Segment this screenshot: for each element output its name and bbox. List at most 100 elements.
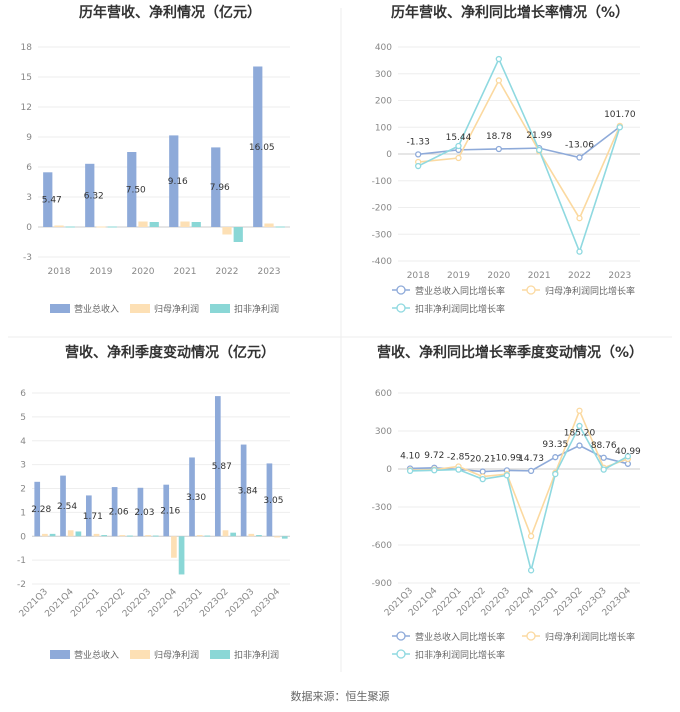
legend-label: 营业总收入 xyxy=(74,303,119,315)
bar-deducted-profit xyxy=(204,535,211,537)
y-tick-label: -600 xyxy=(372,541,393,551)
bar-net-profit xyxy=(180,221,190,227)
y-tick-label: 12 xyxy=(21,103,32,113)
data-label: 40.99 xyxy=(615,447,641,457)
bar-net-profit xyxy=(93,533,100,537)
data-label: 93.35 xyxy=(542,440,568,450)
legend-label: 扣非净利润同比增长率 xyxy=(415,303,505,315)
y-tick-label: 9 xyxy=(26,133,32,143)
bar-net-profit xyxy=(222,227,232,235)
series-point xyxy=(576,407,583,414)
series-point xyxy=(406,467,414,475)
series-point xyxy=(600,466,607,473)
legend-swatch xyxy=(130,304,150,313)
y-tick-label: 0 xyxy=(386,465,392,475)
series-point xyxy=(576,215,583,222)
series-point xyxy=(455,154,462,162)
legend-label: 营业总收入同比增长率 xyxy=(415,285,505,297)
data-label: 14.73 xyxy=(518,454,544,464)
y-tick-label: 6 xyxy=(26,163,32,173)
x-tick-label: 2021 xyxy=(174,267,197,277)
data-label: 101.70 xyxy=(604,110,636,120)
bar-deducted-profit xyxy=(149,222,159,227)
y-tick-label: -100 xyxy=(372,177,393,187)
series-point xyxy=(495,77,502,84)
data-label: 9.16 xyxy=(168,177,188,187)
x-tick-label: 2019 xyxy=(90,267,113,277)
data-label: 185.20 xyxy=(564,429,596,439)
bar-net-profit xyxy=(196,535,203,537)
bar-deducted-profit xyxy=(178,536,185,575)
chart-title-3: 营收、净利季度变动情况（亿元） xyxy=(65,344,275,361)
legend-marker xyxy=(396,631,406,641)
data-label: 3.05 xyxy=(263,496,283,506)
bar-revenue xyxy=(240,444,247,537)
series-point xyxy=(455,466,462,473)
x-tick-label: 2022 xyxy=(568,271,591,281)
bar-revenue xyxy=(211,147,221,227)
bar-deducted-profit xyxy=(127,535,133,537)
bar-deducted-profit xyxy=(65,226,75,228)
data-label: 15.44 xyxy=(446,133,472,143)
series-point xyxy=(552,454,559,461)
y-tick-label: 18 xyxy=(21,43,33,53)
y-tick-label: 3 xyxy=(20,461,26,471)
chart-title-2: 历年营收、净利同比增长率情况（%） xyxy=(391,4,629,21)
data-label: 6.32 xyxy=(84,191,104,201)
legend-swatch xyxy=(50,304,70,313)
bar-revenue xyxy=(137,487,144,537)
series-point xyxy=(527,467,535,475)
data-label: -1.33 xyxy=(407,137,430,147)
data-label: 2.28 xyxy=(31,505,51,515)
data-label: 5.47 xyxy=(42,196,62,206)
legend-marker xyxy=(526,631,536,641)
bar-revenue xyxy=(60,475,66,537)
data-label: 7.50 xyxy=(126,186,146,196)
bar-net-profit xyxy=(42,533,48,537)
bar-net-profit xyxy=(96,226,106,228)
bar-deducted-profit xyxy=(107,226,117,228)
bar-revenue xyxy=(266,463,273,537)
y-tick-label: -1 xyxy=(17,556,26,566)
series-point xyxy=(415,151,422,158)
series-point xyxy=(624,460,632,467)
x-tick-label: 2018 xyxy=(407,271,430,281)
y-tick-label: 300 xyxy=(375,427,392,437)
series-point xyxy=(415,162,422,170)
y-tick-label: -900 xyxy=(372,579,393,589)
bar-net-profit xyxy=(274,536,280,538)
bar-revenue xyxy=(253,66,263,227)
bar-deducted-profit xyxy=(233,227,243,242)
bar-revenue xyxy=(85,163,95,227)
legend-label: 归母净利润 xyxy=(154,303,199,315)
y-tick-label: -3 xyxy=(23,253,32,263)
data-source-label: 数据来源：恒生聚源 xyxy=(290,690,390,703)
data-label: 4.10 xyxy=(400,451,420,461)
data-label: 88.76 xyxy=(591,441,617,451)
y-tick-label: 300 xyxy=(375,70,392,80)
series-point xyxy=(576,422,583,430)
data-label: 5.87 xyxy=(212,462,232,472)
y-tick-label: 0 xyxy=(26,223,32,233)
bar-revenue xyxy=(169,135,179,227)
x-tick-label: 2020 xyxy=(487,271,510,281)
y-tick-label: -2 xyxy=(17,580,26,590)
legend-marker xyxy=(396,649,406,659)
legend-label: 营业总收入 xyxy=(74,649,119,661)
y-tick-label: -300 xyxy=(372,503,393,513)
legend-label: 扣非净利润 xyxy=(234,303,279,315)
x-tick-label: 2019 xyxy=(447,271,470,281)
bar-revenue xyxy=(85,495,92,537)
bar-deducted-profit xyxy=(75,531,82,537)
bar-net-profit xyxy=(171,536,177,558)
y-tick-label: 400 xyxy=(375,43,392,53)
bar-deducted-profit xyxy=(256,535,262,537)
data-label: 2.06 xyxy=(109,508,129,518)
bar-revenue xyxy=(214,396,221,537)
y-tick-label: 100 xyxy=(375,123,392,133)
x-tick-label: 2020 xyxy=(132,267,155,277)
x-tick-label: 2021 xyxy=(528,271,551,281)
legend-label: 扣非净利润 xyxy=(234,649,279,661)
data-label: 2.03 xyxy=(134,508,154,518)
